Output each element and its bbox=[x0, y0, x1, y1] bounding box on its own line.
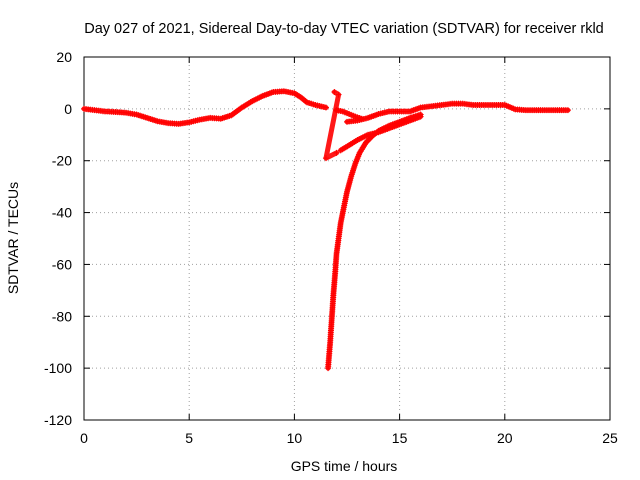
axis-tick-labels: 0 5 10 15 20 25 -120 -100 -80 -60 -40 -20 0 20 bbox=[44, 49, 618, 446]
axis-ticks bbox=[83, 56, 611, 421]
data-point bbox=[362, 139, 369, 146]
data-point bbox=[417, 113, 424, 120]
data-point bbox=[564, 107, 571, 114]
chart-title: Day 027 of 2021, Sidereal Day-to-day VTE… bbox=[84, 21, 604, 37]
x-tick-label: 15 bbox=[392, 430, 408, 446]
data-point bbox=[322, 104, 329, 111]
data-point bbox=[331, 89, 338, 96]
series-band-isolated-points bbox=[323, 89, 342, 161]
x-tick-label: 25 bbox=[602, 430, 618, 446]
data-point bbox=[365, 136, 372, 143]
y-tick-label: -100 bbox=[44, 360, 72, 376]
data-point bbox=[335, 91, 342, 98]
data-point bbox=[322, 155, 329, 162]
data-point bbox=[333, 149, 340, 156]
x-axis-label: GPS time / hours bbox=[291, 458, 398, 474]
data-point bbox=[364, 138, 371, 145]
data-point bbox=[358, 115, 365, 122]
series-recovery-from-drop bbox=[325, 112, 424, 371]
x-tick-label: 0 bbox=[80, 430, 88, 446]
x-tick-label: 20 bbox=[497, 430, 513, 446]
plot-frame bbox=[83, 56, 611, 421]
y-tick-label: 20 bbox=[56, 49, 72, 65]
y-tick-label: -120 bbox=[44, 412, 72, 428]
y-tick-label: 0 bbox=[64, 101, 72, 117]
x-tick-label: 10 bbox=[287, 430, 303, 446]
grid-lines bbox=[84, 57, 610, 420]
data-marks bbox=[81, 88, 571, 372]
x-tick-label: 5 bbox=[185, 430, 193, 446]
y-axis-label: SDTVAR / TECUs bbox=[5, 182, 21, 294]
series-isolated-points bbox=[323, 89, 342, 161]
y-tick-label: -40 bbox=[52, 205, 72, 221]
y-tick-label: -80 bbox=[52, 308, 72, 324]
series-band-recovery-from-drop bbox=[325, 112, 424, 371]
y-tick-label: -60 bbox=[52, 256, 72, 272]
y-tick-label: -20 bbox=[52, 153, 72, 169]
